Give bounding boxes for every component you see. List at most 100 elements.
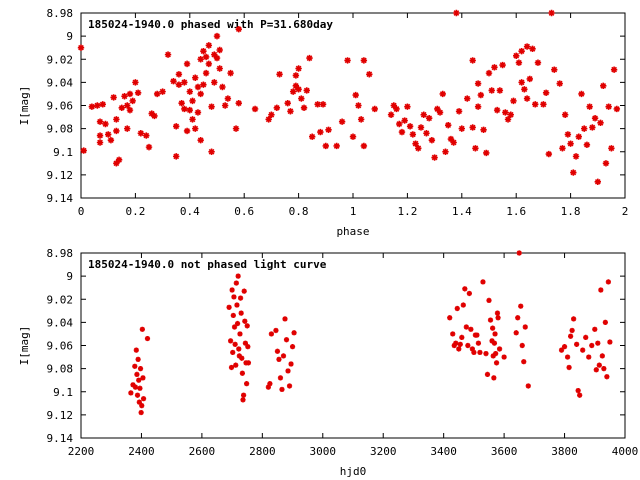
- phased-data-point: [515, 59, 523, 66]
- phased-data-point: [115, 156, 123, 164]
- unphased-data-point: [234, 320, 241, 327]
- phased-y-tick-label: 9.06: [47, 100, 74, 113]
- phased-data-point: [583, 141, 591, 149]
- phased-data-point: [591, 115, 599, 122]
- phased-data-point: [319, 101, 327, 108]
- unphased-x-tick-label: 3400: [430, 445, 457, 458]
- unphased-data-point: [230, 349, 236, 356]
- phased-data-point: [300, 104, 308, 112]
- unphased-y-tick-label: 9.04: [47, 316, 74, 329]
- phased-data-point: [197, 90, 204, 98]
- unphased-data-point: [605, 279, 611, 285]
- unphased-x-tick-label: 3000: [310, 445, 337, 458]
- unphased-data-point: [447, 315, 453, 321]
- phased-data-point: [333, 142, 340, 150]
- phased-data-point: [357, 116, 365, 123]
- phased-data-point: [287, 108, 294, 115]
- phased-data-point: [121, 93, 128, 100]
- unphased-data-point: [474, 332, 480, 338]
- phased-data-point: [504, 116, 512, 123]
- unphased-plot-frame: [80, 252, 626, 439]
- unphased-data-point: [519, 342, 525, 349]
- phased-data-point: [453, 9, 460, 17]
- unphased-y-tick-label: 8.98: [47, 247, 74, 260]
- phased-x-tick-label: 1.2: [397, 205, 417, 218]
- phased-data-point: [507, 111, 514, 118]
- phased-data-point: [610, 66, 618, 73]
- phased-data-point: [317, 128, 324, 136]
- unphased-data-point: [569, 327, 575, 334]
- unphased-data-point: [240, 397, 246, 403]
- phased-data-point: [80, 147, 87, 154]
- chart-phased: 0 0.2 0.4 0.6 0.8 1 1.2 1.4 1.6 1.8 2 8.98 9 9.02 9.04…: [18, 7, 628, 238]
- phased-data-point: [159, 88, 166, 95]
- phased-data-point: [314, 101, 321, 108]
- phased-data-point: [219, 83, 226, 91]
- phased-data-point: [393, 105, 400, 113]
- phased-x-axis-label: phase: [336, 225, 369, 238]
- unphased-data-point: [237, 295, 244, 301]
- phased-data-point: [183, 127, 191, 135]
- phased-x-tick-label: 1: [350, 205, 357, 218]
- phased-data-point: [420, 111, 427, 118]
- phased-y-tick-label: 9.14: [47, 192, 74, 205]
- phased-data-point: [600, 82, 607, 90]
- phased-data-point: [192, 74, 199, 81]
- unphased-data-point: [496, 346, 503, 352]
- unphased-data-point: [495, 315, 501, 321]
- unphased-data-point: [226, 304, 232, 310]
- phased-data-point: [183, 60, 191, 68]
- unphased-data-point: [230, 312, 236, 319]
- unphased-data-point: [491, 340, 498, 346]
- phased-data-point: [113, 127, 120, 135]
- unphased-data-point: [134, 392, 141, 398]
- unphased-data-point: [518, 303, 524, 309]
- phased-x-tick-label: 0.6: [234, 205, 254, 218]
- unphased-data-point: [568, 333, 574, 339]
- phased-data-point: [194, 83, 202, 91]
- phased-data-point: [469, 124, 476, 131]
- unphased-chart-title: 185024-1940.0 not phased light curve: [88, 258, 327, 271]
- phased-chart-title: 185024-1940.0 phased with P=31.680day: [88, 18, 333, 31]
- phased-data-point: [202, 53, 210, 61]
- unphased-data-point: [285, 368, 291, 374]
- phased-data-point: [221, 102, 229, 109]
- phased-data-point: [401, 117, 408, 124]
- phased-data-point: [439, 90, 446, 98]
- unphased-data-point: [237, 331, 243, 337]
- unphased-data-point: [586, 354, 592, 360]
- phased-data-point: [124, 102, 131, 109]
- unphased-data-point: [231, 324, 238, 330]
- phased-data-point: [417, 124, 425, 131]
- phased-data-point: [529, 45, 536, 53]
- phased-x-tick-label: 1.6: [506, 205, 526, 218]
- unphased-data-point: [138, 409, 144, 416]
- unphased-data-point: [286, 383, 293, 389]
- phased-data-point: [129, 97, 136, 105]
- phased-data-point: [338, 118, 346, 125]
- phased-data-point: [425, 115, 433, 122]
- phased-data-point: [491, 64, 498, 71]
- phased-data-point: [493, 106, 501, 114]
- phased-data-point: [532, 101, 539, 108]
- phased-data-point: [406, 123, 414, 130]
- unphased-data-point: [233, 280, 239, 286]
- phased-data-point: [292, 82, 300, 90]
- unphased-data-point: [493, 350, 499, 357]
- phased-data-point: [366, 71, 373, 78]
- phased-data-point: [173, 123, 180, 130]
- unphased-data-point: [236, 353, 242, 359]
- phased-data-point: [488, 87, 495, 94]
- unphased-data-point: [477, 349, 483, 356]
- unphased-data-point: [245, 344, 251, 350]
- phased-data-point: [292, 72, 300, 79]
- phased-data-point: [181, 105, 188, 113]
- unphased-data-point: [602, 319, 608, 325]
- phased-data-point: [578, 90, 585, 98]
- unphased-data-point: [580, 347, 586, 353]
- unphased-data-point: [135, 356, 141, 362]
- phased-data-point: [208, 103, 215, 110]
- unphased-data-point: [241, 288, 247, 294]
- phased-data-point: [105, 131, 112, 138]
- unphased-data-point: [453, 340, 459, 346]
